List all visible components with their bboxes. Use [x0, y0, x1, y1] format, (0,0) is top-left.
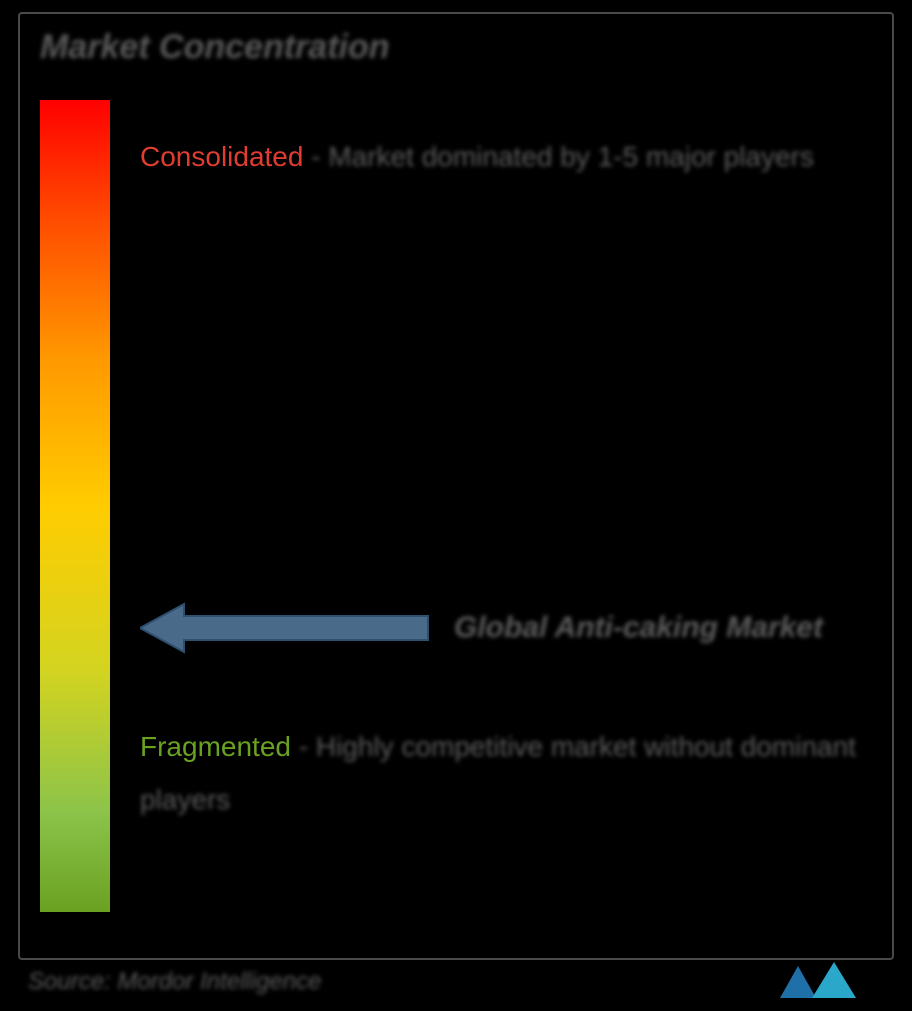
fragmented-label: Fragmented - Highly competitive market w…: [140, 720, 860, 826]
chart-title: Market Concentration: [40, 28, 390, 67]
consolidated-key: Consolidated: [140, 141, 303, 172]
brand-logo-icon: [772, 960, 872, 1000]
consolidated-label: Consolidated - Market dominated by 1-5 m…: [140, 130, 860, 183]
pointer-arrow-icon: [140, 600, 430, 656]
pointer-label: Global Anti-caking Market: [454, 611, 823, 645]
fragmented-key: Fragmented: [140, 731, 291, 762]
consolidated-desc: - Market dominated by 1-5 major players: [311, 141, 814, 172]
pointer-row: Global Anti-caking Market: [140, 600, 823, 656]
concentration-gradient-bar: [40, 100, 110, 912]
source-attribution: Source: Mordor Intelligence: [28, 968, 321, 996]
